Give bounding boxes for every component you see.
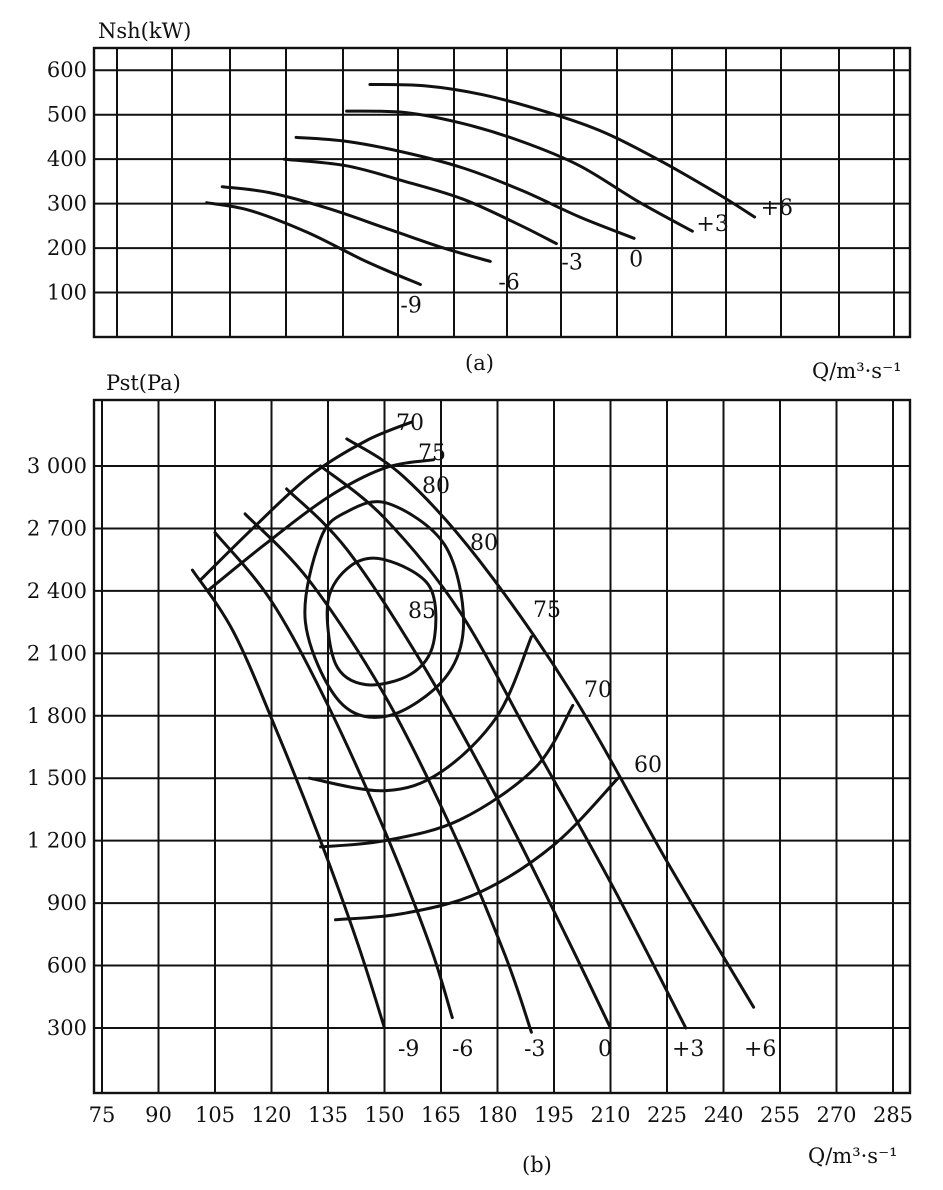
panel-b-y-tick-label: 2 400 bbox=[27, 579, 87, 603]
panel-b-curve bbox=[206, 458, 435, 593]
panel-a-y-tick-label: 200 bbox=[47, 236, 87, 260]
panel-b-y-tick-label: 300 bbox=[47, 1016, 87, 1040]
panel-a-curve-labels: -9 -6 -3 0 +3 +6 bbox=[400, 196, 793, 319]
panel-b-y-tick-label: 1 500 bbox=[27, 766, 87, 790]
panel-a-curve-label: -6 bbox=[498, 270, 519, 295]
panel-b-y-tick-label: 1 800 bbox=[27, 704, 87, 728]
panel-b-x-tick-label: 150 bbox=[364, 1103, 404, 1127]
panel-b-y-tick-label: 2 700 bbox=[27, 516, 87, 540]
panel-a-y-tick-label: 400 bbox=[47, 147, 87, 171]
panel-b-blade-angle-label: +6 bbox=[744, 1037, 776, 1062]
panel-b-efficiency-label: 80 bbox=[470, 531, 498, 556]
panel-b-efficiency-label: 70 bbox=[396, 411, 424, 436]
panel-b-curve bbox=[213, 531, 454, 1020]
panel-a-y-axis-title: Nsh(kW) bbox=[98, 19, 191, 43]
panel-b-curve bbox=[319, 464, 688, 1030]
panel-a-grid bbox=[94, 48, 910, 337]
panel-a-power-curve bbox=[220, 185, 492, 263]
panel-a-power-curve bbox=[282, 157, 558, 246]
panel-b-y-tick-label: 1 200 bbox=[27, 829, 87, 853]
panel-b-frame bbox=[92, 398, 912, 1095]
panel-a-y-tick-label: 500 bbox=[47, 103, 87, 127]
panel-b-y-tick-label: 3 000 bbox=[27, 454, 87, 478]
panel-a-x-axis-title: Q/m³·s⁻¹ bbox=[812, 359, 902, 383]
panel-a-label: (a) bbox=[465, 351, 494, 375]
panel-b-curve bbox=[285, 487, 612, 1030]
panel-b-curve bbox=[319, 703, 575, 849]
panel-a-y-tick-label: 600 bbox=[47, 58, 87, 82]
panel-b-x-tick-label: 210 bbox=[590, 1103, 630, 1127]
panel-a-curve-label: -3 bbox=[561, 251, 582, 276]
panel-b-y-tick-label: 600 bbox=[47, 954, 87, 978]
panel-b-efficiency-label: 75 bbox=[533, 598, 561, 623]
panel-a-curve-label: +6 bbox=[761, 196, 793, 221]
panel-b-efficiency-contour bbox=[325, 556, 438, 687]
panel-a-power-curve bbox=[345, 109, 694, 233]
panel-b-efficiency-label: 75 bbox=[418, 441, 446, 466]
panel-b-efficiency-label: 80 bbox=[422, 474, 450, 499]
panel-b-x-tick-label: 225 bbox=[647, 1103, 687, 1127]
panel-a-frame bbox=[92, 46, 912, 339]
panel-b-x-tick-label: 180 bbox=[477, 1103, 517, 1127]
panel-b-x-tick-label: 270 bbox=[816, 1103, 856, 1127]
panel-b-x-tick-label: 105 bbox=[195, 1103, 235, 1127]
panel-b-curve bbox=[345, 437, 756, 1009]
panel-b-label: (b) bbox=[522, 1153, 552, 1177]
panel-b-y-tick-labels: 300 600 900 1 200 1 500 1 800 2 100 2 400 2 700 3… bbox=[27, 454, 87, 1040]
panel-b-x-tick-label: 195 bbox=[534, 1103, 574, 1127]
panel-b-y-tick-label: 2 100 bbox=[27, 641, 87, 665]
panel-a-y-tick-labels: 100 200 300 400 500 600 bbox=[47, 58, 87, 304]
panel-b-x-axis-title: Q/m³·s⁻¹ bbox=[808, 1144, 898, 1168]
panel-b-blade-angle-label: +3 bbox=[672, 1037, 704, 1062]
panel-b-x-tick-label: 240 bbox=[703, 1103, 743, 1127]
panel-b-curve bbox=[307, 635, 533, 793]
panel-b-x-tick-label: 285 bbox=[873, 1103, 913, 1127]
panel-b-blade-angle-label: 0 bbox=[598, 1037, 612, 1062]
panel-a-y-tick-label: 300 bbox=[47, 192, 87, 216]
panel-a-chart: 100 200 300 400 500 600 -9 -6 -3 0 +3 +6 Nsh(kW) (… bbox=[47, 19, 912, 383]
panel-b-curve bbox=[334, 776, 620, 922]
panel-a-curve-label: 0 bbox=[629, 247, 643, 272]
panel-b-y-axis-title: Pst(Pa) bbox=[106, 371, 181, 395]
panel-b-blade-angle-label: -3 bbox=[524, 1037, 545, 1062]
panel-b-curve bbox=[190, 568, 386, 1030]
panel-b-efficiency-contour bbox=[303, 500, 466, 719]
panel-b-efficiency-label: 85 bbox=[408, 599, 436, 624]
panel-b-x-tick-label: 90 bbox=[145, 1103, 172, 1127]
panel-b-x-tick-label: 255 bbox=[760, 1103, 800, 1127]
panel-a-curve-label: +3 bbox=[696, 212, 728, 237]
panel-b-blade-angle-label: -9 bbox=[398, 1037, 419, 1062]
panel-a-power-curve bbox=[368, 83, 757, 219]
panel-a-power-curve bbox=[294, 135, 636, 240]
panel-b-x-tick-label: 135 bbox=[308, 1103, 348, 1127]
panel-b-efficiency-label: 70 bbox=[584, 678, 612, 703]
panel-b-x-tick-label: 165 bbox=[421, 1103, 461, 1127]
panel-b-curve bbox=[198, 420, 413, 582]
panel-b-blade-angle-label: -6 bbox=[452, 1037, 473, 1062]
panel-b-grid bbox=[94, 400, 910, 1093]
panel-b-x-tick-labels: 75 90 105 120 135 150 165 180 195 210 225 240 255 270… bbox=[89, 1103, 913, 1127]
panel-b-curve-labels: -9 -6 -3 0 +3 +6 70 75 80 80 85 75 70 60 bbox=[396, 411, 776, 1062]
panel-a-power-curves bbox=[205, 83, 757, 286]
panel-a-y-tick-label: 100 bbox=[47, 281, 87, 305]
panel-a-curve-label: -9 bbox=[400, 294, 421, 319]
panel-b-x-tick-label: 75 bbox=[89, 1103, 116, 1127]
panel-b-curves bbox=[190, 420, 756, 1034]
panel-b-y-tick-label: 900 bbox=[47, 891, 87, 915]
panel-b-x-tick-label: 120 bbox=[251, 1103, 291, 1127]
panel-a-power-curve bbox=[205, 201, 422, 286]
panel-b-efficiency-label: 60 bbox=[634, 753, 662, 778]
